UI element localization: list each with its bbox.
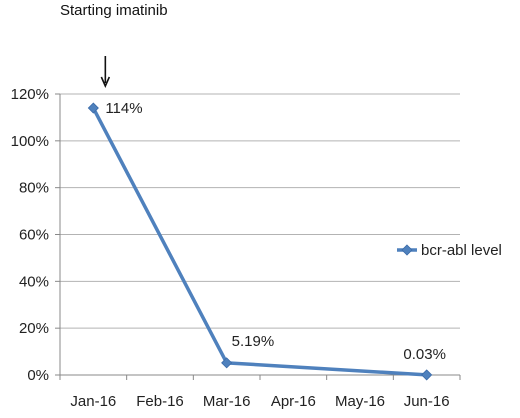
legend-marker bbox=[401, 244, 413, 256]
x-tick-label: Feb-16 bbox=[136, 393, 184, 410]
x-tick-label: Mar-16 bbox=[203, 393, 251, 410]
data-point-marker bbox=[87, 102, 99, 114]
data-point-marker bbox=[421, 369, 433, 381]
x-tick-label: May-16 bbox=[335, 393, 385, 410]
data-label: 5.19% bbox=[232, 333, 275, 350]
x-tick-label: Jan-16 bbox=[70, 393, 116, 410]
x-tick-label: Jun-16 bbox=[404, 393, 450, 410]
annotations: Starting imatinib bbox=[60, 2, 168, 88]
legend-label: bcr-abl level bbox=[421, 242, 502, 259]
tick-labels: 0% 20% 40% 60% 80% 100% 120% Jan-16 Feb-16 Mar-16… bbox=[11, 86, 450, 410]
x-tick-label: Apr-16 bbox=[271, 393, 316, 410]
y-tick-label: 60% bbox=[19, 227, 49, 244]
gridlines bbox=[60, 93, 460, 329]
y-tick-label: 20% bbox=[19, 320, 49, 337]
y-tick-label: 100% bbox=[11, 133, 49, 150]
series-layer bbox=[87, 102, 433, 381]
data-point-marker bbox=[221, 357, 233, 369]
y-tick-label: 0% bbox=[27, 367, 49, 384]
annotation-text: Starting imatinib bbox=[60, 2, 168, 19]
annotation-arrow-head bbox=[100, 76, 111, 88]
data-label: 114% bbox=[105, 100, 142, 117]
y-tick-label: 120% bbox=[11, 86, 49, 103]
data-label: 0.03% bbox=[403, 346, 446, 363]
y-tick-label: 40% bbox=[19, 273, 49, 290]
axes bbox=[55, 93, 461, 380]
data-labels: 114% 5.19% 0.03% bbox=[105, 100, 446, 363]
y-tick-label: 80% bbox=[19, 180, 49, 197]
legend: bcr-abl level bbox=[397, 242, 502, 259]
